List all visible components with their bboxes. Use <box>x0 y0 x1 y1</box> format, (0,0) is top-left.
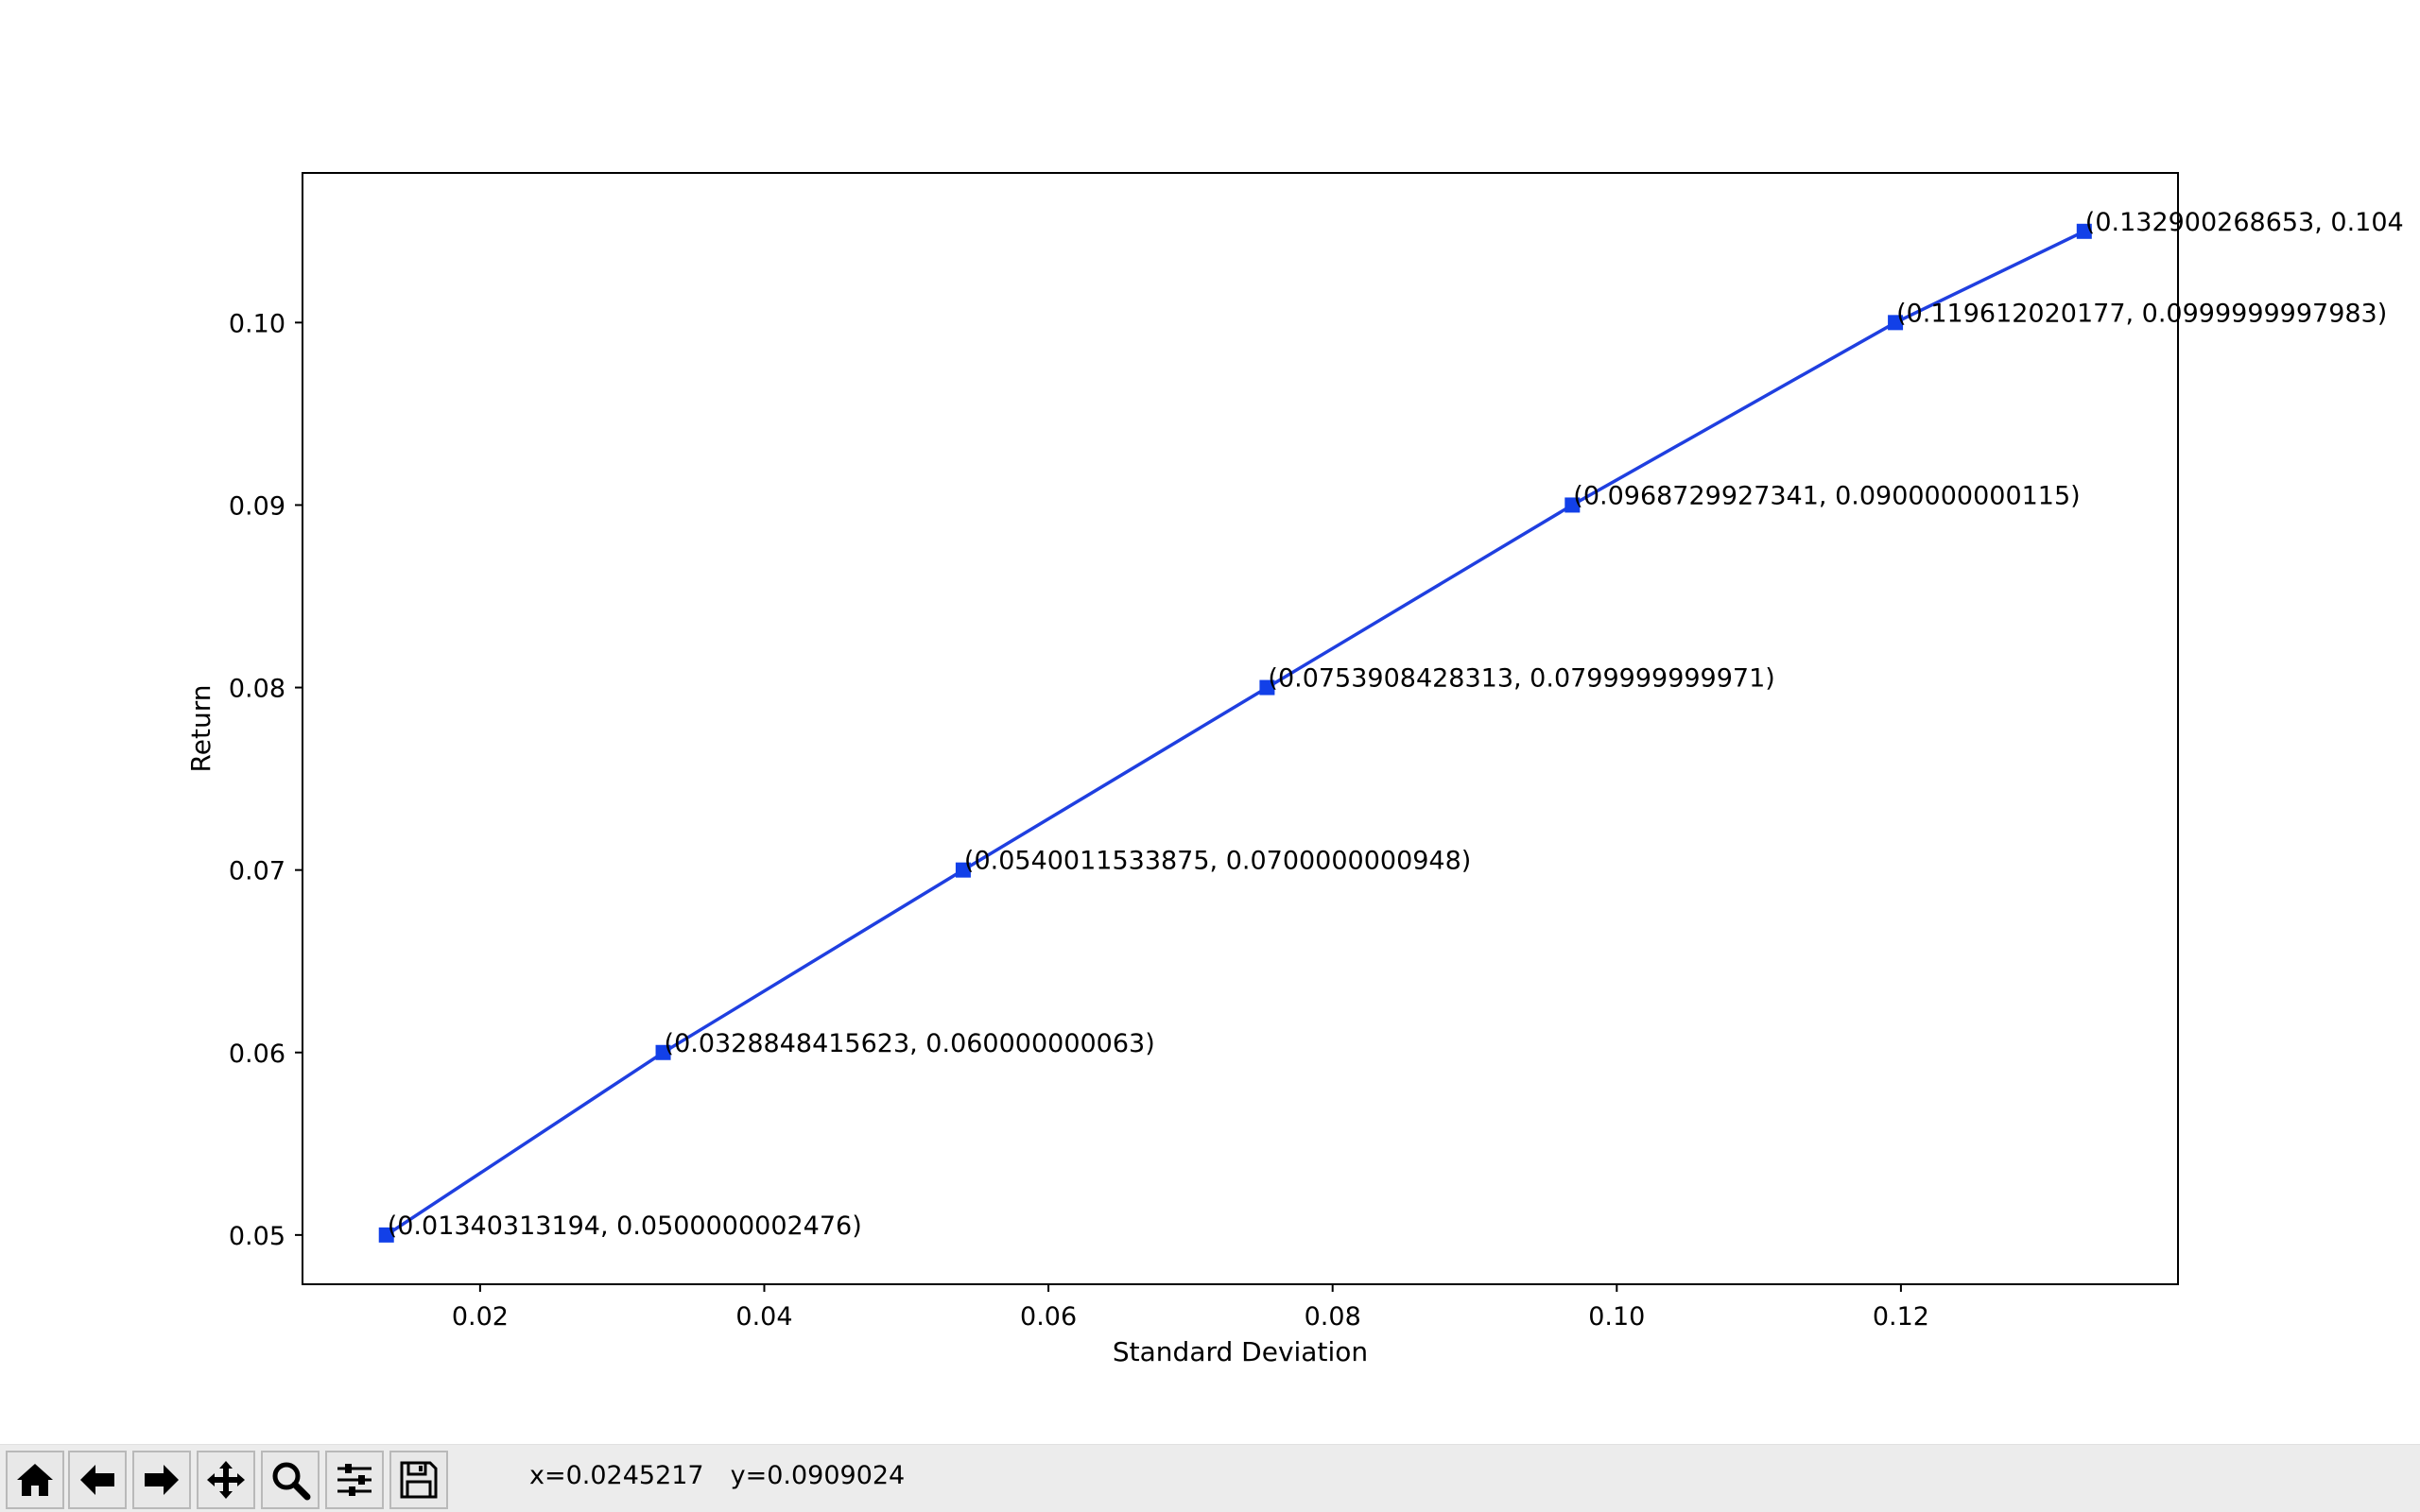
data-point-marker <box>2076 223 2092 239</box>
data-point-label: (0.0753908428313, 0.0799999999971) <box>1268 664 1774 694</box>
floppy-disk-icon <box>400 1461 438 1499</box>
home-icon <box>17 1464 53 1496</box>
y-tick-label: 0.07 <box>229 857 285 886</box>
back-button[interactable] <box>68 1451 127 1509</box>
y-tick-label: 0.09 <box>229 491 285 521</box>
x-tick-label: 0.12 <box>1873 1302 1929 1332</box>
arrow-right-icon <box>145 1465 179 1495</box>
move-icon <box>207 1461 245 1499</box>
y-tick-label: 0.05 <box>229 1222 285 1251</box>
x-tick-label: 0.02 <box>452 1302 509 1332</box>
data-point-marker <box>1259 679 1275 696</box>
y-tick-label: 0.08 <box>229 675 285 704</box>
data-point-marker <box>655 1044 671 1060</box>
pan-button[interactable] <box>197 1451 255 1509</box>
home-button[interactable] <box>6 1451 64 1509</box>
chart: 0.02 0.04 0.06 0.08 0.10 0.12 0.05 0.06 0.07 0.08… <box>185 172 2404 1367</box>
forward-button[interactable] <box>132 1451 191 1509</box>
x-tick-label: 0.10 <box>1588 1302 1645 1332</box>
x-tick-label: 0.06 <box>1020 1302 1077 1332</box>
sliders-icon <box>337 1464 372 1496</box>
data-point-label: (0.0328848415623, 0.060000000063) <box>665 1029 1155 1058</box>
data-point-marker <box>955 862 971 878</box>
x-axis-label: Standard Deviation <box>1113 1336 1368 1367</box>
cursor-x-readout: x=0.0245217 <box>529 1461 704 1490</box>
cursor-y-readout: y=0.0909024 <box>730 1461 906 1490</box>
zoom-button[interactable] <box>261 1451 320 1509</box>
data-point-label: (0.0968729927341, 0.0900000000115) <box>1573 481 2080 510</box>
series-line <box>385 230 2085 1237</box>
figure: 0.02 0.04 0.06 0.08 0.10 0.12 0.05 0.06 0.07 0.08… <box>185 172 2404 1367</box>
data-point-marker <box>1564 497 1581 513</box>
data-point-label: (0.01340313194, 0.0500000002476) <box>388 1211 862 1241</box>
arrow-left-icon <box>80 1465 114 1495</box>
toolbar <box>0 1444 2420 1512</box>
y-tick-label: 0.06 <box>229 1040 285 1069</box>
cursor-coordinates: x=0.0245217 y=0.0909024 <box>529 1461 931 1490</box>
y-axis-label: Return <box>185 685 216 773</box>
y-tick-label: 0.10 <box>229 309 285 338</box>
x-tick-label: 0.04 <box>735 1302 792 1332</box>
data-point-label: (0.132900268653, 0.104 <box>2085 208 2404 237</box>
magnifier-icon <box>272 1462 311 1501</box>
save-button[interactable] <box>389 1451 448 1509</box>
x-tick-label: 0.08 <box>1305 1302 1361 1332</box>
plot-frame <box>302 172 2179 1285</box>
data-point-marker <box>378 1227 394 1243</box>
data-point-marker <box>1888 315 1904 331</box>
data-point-label: (0.0540011533875, 0.0700000000948) <box>964 847 1471 876</box>
configure-subplots-button[interactable] <box>325 1451 384 1509</box>
data-point-label: (0.119612020177, 0.0999999997983) <box>1896 299 2387 328</box>
